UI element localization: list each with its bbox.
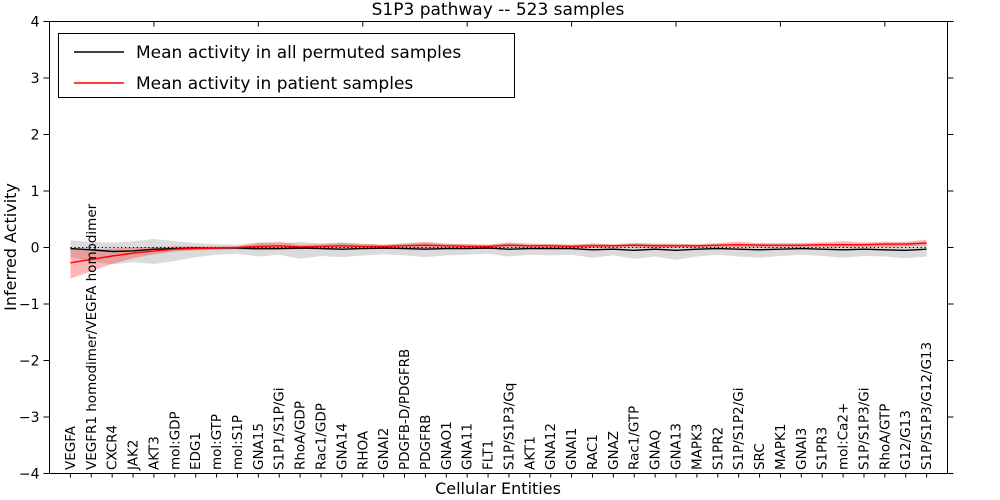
x-category-label: MAPK1 xyxy=(773,424,789,470)
x-category-label: S1P1/S1P/Gi xyxy=(272,388,288,471)
x-category-label: S1PR3 xyxy=(815,427,831,470)
mean-line-patient xyxy=(70,242,927,264)
x-category-label: S1PR2 xyxy=(710,427,726,470)
x-category-label: RAC1 xyxy=(585,434,601,470)
x-category-label: PDGFB-D/PDGFRB xyxy=(397,349,413,470)
x-category-label: VEGFA xyxy=(63,425,79,470)
x-category-label: Rac1/GTP xyxy=(627,406,643,470)
band-patient xyxy=(70,239,927,279)
x-category-label: mol:Ca2+ xyxy=(836,403,852,470)
x-category-label: AKT3 xyxy=(146,436,162,470)
chart-title: S1P3 pathway -- 523 samples xyxy=(372,0,625,20)
x-category-label: RhoA/GTP xyxy=(877,404,893,470)
x-category-label: S1P/S1P3/Gq xyxy=(501,383,517,470)
x-category-label: CXCR4 xyxy=(105,425,121,470)
x-category-label: GNA15 xyxy=(251,423,267,470)
x-category-label: Rac1/GDP xyxy=(313,403,329,470)
y-tick-label: −2 xyxy=(19,354,40,370)
x-category-labels: VEGFA VEGFR1 homodimer/VEGFA homodimer CXC… xyxy=(63,203,935,471)
x-category-label: MAPK3 xyxy=(689,424,705,470)
x-category-label: GNA14 xyxy=(334,423,350,470)
x-category-label: S1P/S1P2/Gi xyxy=(731,388,747,471)
x-category-label: S1P/S1P3/G12/G13 xyxy=(919,342,935,470)
x-category-label: RHOA xyxy=(355,430,371,470)
y-tick-label: −1 xyxy=(19,297,40,313)
y-tick-label: 3 xyxy=(31,71,40,87)
y-tick-label: −3 xyxy=(19,410,40,426)
x-category-label: GNAZ xyxy=(606,431,622,470)
x-category-label: VEGFR1 homodimer/VEGFA homodimer xyxy=(84,203,100,470)
x-category-label: GNAO1 xyxy=(439,421,455,470)
y-tick-label: 4 xyxy=(31,15,40,31)
x-category-label: PDGFRB xyxy=(418,415,434,470)
x-category-label: mol:S1P xyxy=(230,415,246,470)
x-category-label: mol:GDP xyxy=(167,411,183,470)
legend-box xyxy=(58,33,515,98)
x-category-label: mol:GTP xyxy=(209,414,225,470)
y-axis-label: Inferred Activity xyxy=(1,183,20,311)
x-category-label: G12/G13 xyxy=(898,410,914,470)
x-category-label: GNAI3 xyxy=(794,428,810,470)
x-category-label: SRC xyxy=(752,443,768,470)
y-tick-labels: −4 −3 −2 −1 0 1 2 3 4 xyxy=(19,15,40,483)
x-category-label: EDG1 xyxy=(188,432,204,470)
legend: Mean activity in all permuted samples Me… xyxy=(58,33,515,98)
legend-label-patient: Mean activity in patient samples xyxy=(136,74,413,94)
x-category-label: GNA13 xyxy=(669,423,685,470)
x-category-label: GNAI1 xyxy=(564,428,580,470)
x-category-label: RhoA/GDP xyxy=(293,401,309,470)
y-tick-label: 0 xyxy=(31,241,40,257)
legend-label-permuted: Mean activity in all permuted samples xyxy=(136,43,461,63)
band-permuted xyxy=(70,239,927,265)
y-tick-label: 2 xyxy=(31,128,40,144)
x-category-label: S1P/S1P3/Gi xyxy=(856,388,872,471)
x-category-label: AKT1 xyxy=(522,436,538,470)
x-category-label: JAK2 xyxy=(126,440,142,471)
x-category-label: GNAQ xyxy=(648,430,664,470)
mean-activity-lines xyxy=(70,242,927,264)
x-axis-label: Cellular Entities xyxy=(435,479,561,498)
axis-ticks xyxy=(43,21,954,478)
x-category-label: FLT1 xyxy=(481,440,497,470)
y-tick-label: −4 xyxy=(19,467,40,483)
x-category-label: GNA12 xyxy=(543,423,559,470)
x-category-label: GNA11 xyxy=(460,423,476,470)
x-category-label: GNAI2 xyxy=(376,428,392,470)
y-tick-label: 1 xyxy=(31,184,40,200)
